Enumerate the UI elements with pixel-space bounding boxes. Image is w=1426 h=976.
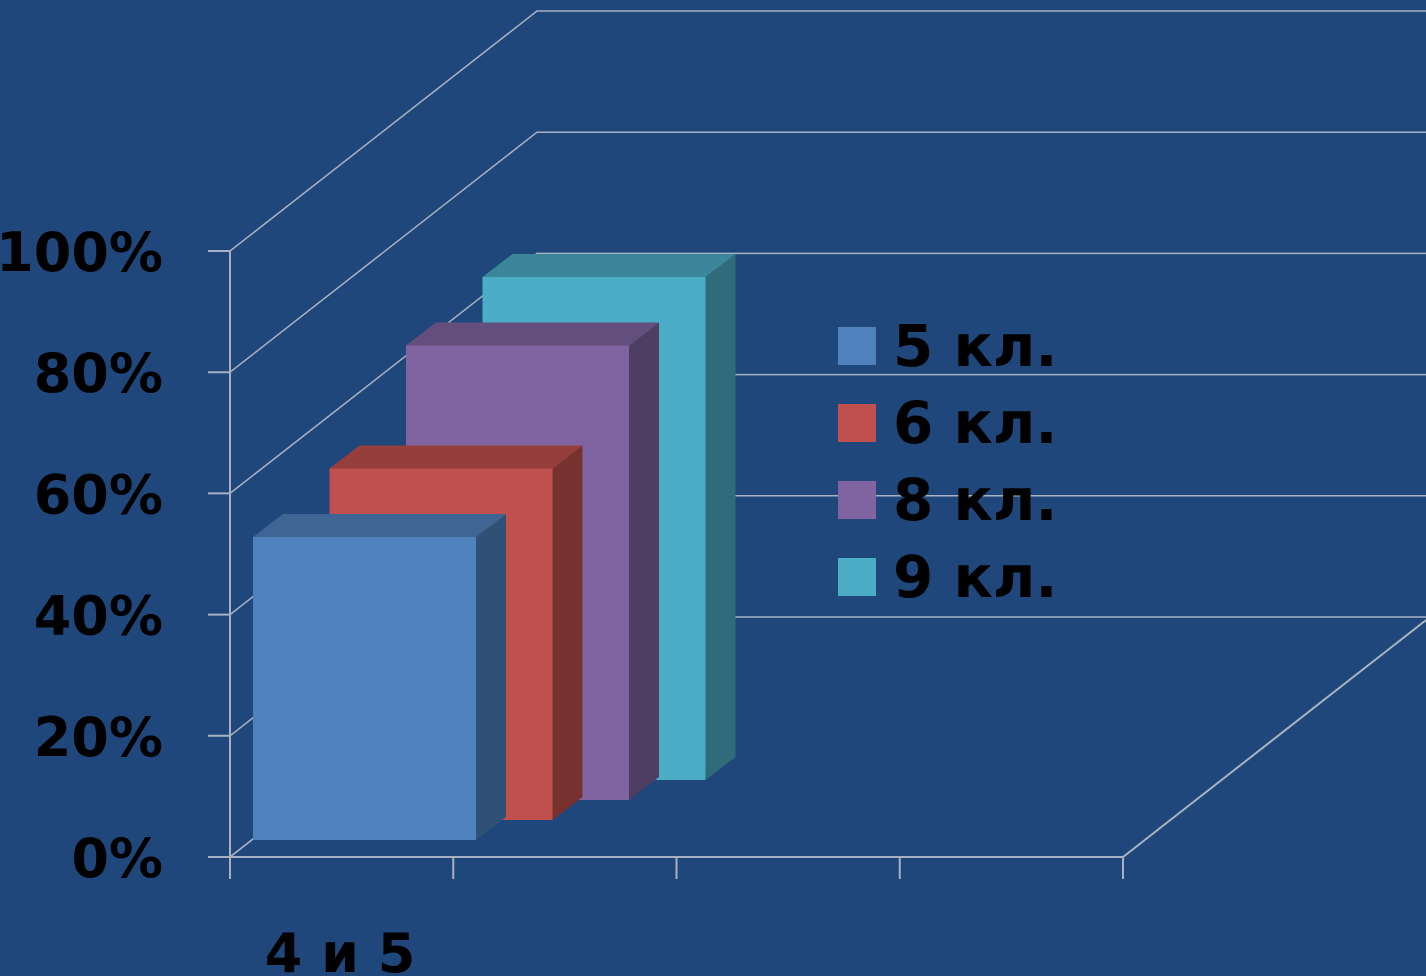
y-tick-label: 40% <box>34 585 163 648</box>
y-tick-label: 60% <box>34 463 163 526</box>
legend-label: 9 кл. <box>893 543 1057 611</box>
gridline <box>229 131 1426 373</box>
legend-label: 5 кл. <box>893 312 1057 380</box>
bar-top <box>253 514 506 537</box>
y-axis-ticks: 0% 20% 40% 60% 80% 100% <box>0 221 230 890</box>
legend-item: 6 кл. <box>838 389 1057 457</box>
gridline <box>229 10 1426 252</box>
legend-swatch <box>838 481 876 519</box>
bar-side <box>705 254 736 780</box>
x-axis-ticks: 4 и 5 <box>229 857 1124 976</box>
bars <box>253 254 736 840</box>
y-tick-label: 80% <box>34 342 163 405</box>
y-tick-label: 100% <box>0 221 163 284</box>
bar-side <box>552 445 583 820</box>
legend-swatch <box>838 327 876 365</box>
bar-1 <box>253 514 506 840</box>
legend-label: 8 кл. <box>893 466 1057 534</box>
bar-top <box>329 445 583 469</box>
legend-item: 8 кл. <box>838 466 1057 534</box>
y-tick-label: 0% <box>71 827 163 890</box>
legend-item: 9 кл. <box>838 543 1057 611</box>
bar-side <box>629 322 659 800</box>
legend-item: 5 кл. <box>838 312 1057 380</box>
legend-swatch <box>838 404 876 442</box>
bar-side <box>476 514 506 840</box>
legend-swatch <box>838 558 876 596</box>
gridline <box>229 252 1426 494</box>
legend-label: 6 кл. <box>893 389 1057 457</box>
y-tick-label: 20% <box>34 706 163 769</box>
x-tick-label: 4 и 5 <box>265 922 416 976</box>
bar-top <box>406 322 659 346</box>
bar-front <box>253 537 476 840</box>
legend: 5 кл. 6 кл. 8 кл. 9 кл. <box>838 312 1057 611</box>
bar-top <box>482 254 736 278</box>
